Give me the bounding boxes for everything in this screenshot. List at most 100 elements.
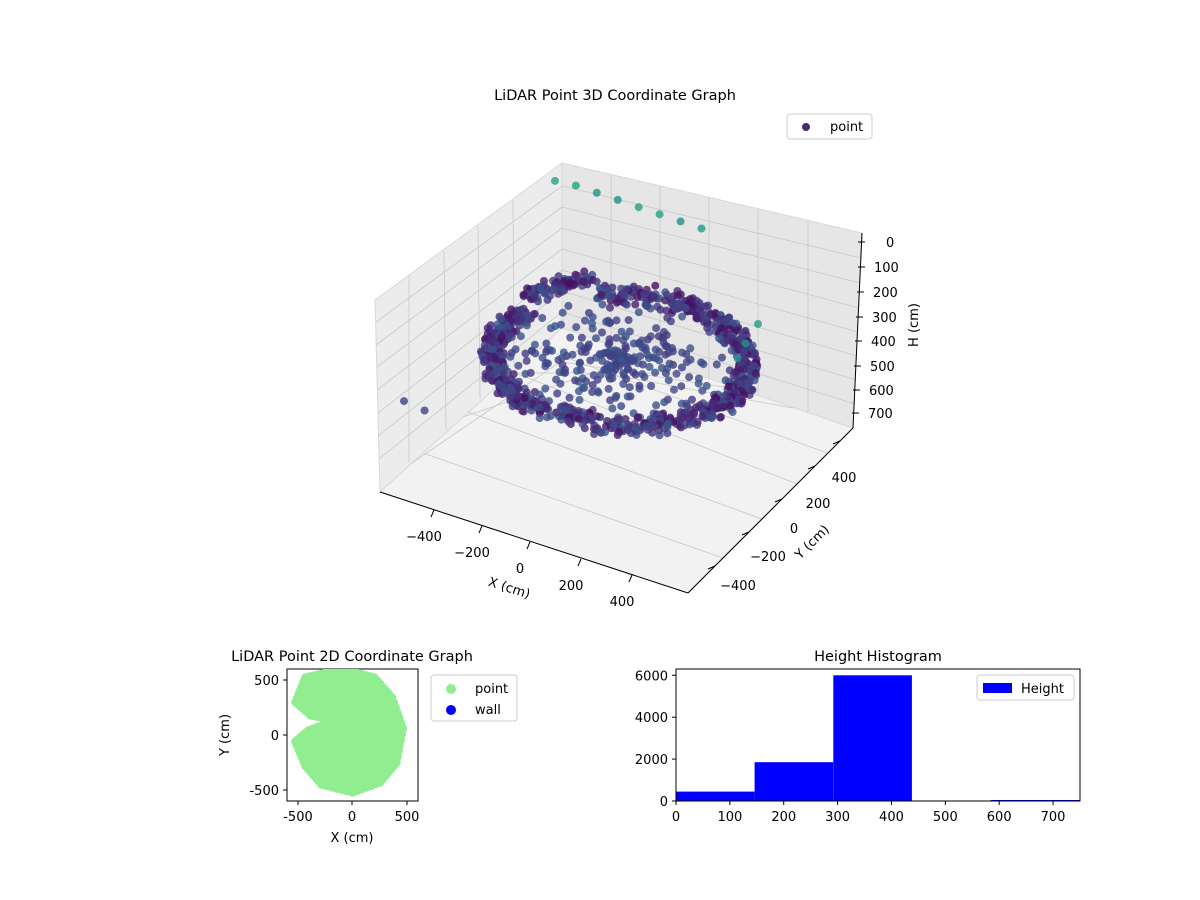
point-marker (683, 402, 692, 411)
z-axis-label: H (cm) (907, 303, 922, 347)
chart-2d-y-tick-label: 500 (254, 674, 279, 689)
point-marker (606, 303, 614, 312)
legend-label-point: point (830, 120, 863, 135)
z-axis-ticks (852, 241, 865, 414)
point-marker (633, 293, 642, 302)
point-marker (561, 368, 570, 377)
point-marker (613, 195, 622, 204)
point-marker (581, 348, 590, 356)
point-marker (535, 283, 544, 292)
point-marker (694, 379, 703, 388)
x-tick-label: 400 (610, 595, 635, 610)
chart-2d-x-tick-label: -500 (283, 810, 313, 825)
point-marker (648, 428, 657, 437)
legend-label-point: point (475, 682, 508, 697)
point-marker (660, 398, 669, 407)
legend-label-wall: wall (475, 703, 501, 718)
point-marker (549, 285, 558, 294)
point-marker (685, 373, 694, 382)
point-marker (506, 352, 515, 361)
point-marker (535, 414, 544, 423)
point-marker (750, 349, 759, 357)
point-marker (593, 387, 602, 396)
point-marker (692, 314, 701, 323)
point-marker (635, 384, 644, 393)
point-marker (486, 339, 495, 348)
point-marker (606, 396, 615, 405)
point-marker (652, 401, 661, 410)
point-marker (754, 320, 762, 328)
point-marker (622, 300, 631, 309)
point-marker (541, 384, 550, 393)
point-marker (716, 413, 725, 421)
histogram-y-tick-label: 4000 (635, 711, 668, 726)
point-marker (706, 410, 715, 419)
point-marker (651, 281, 660, 290)
point-marker (643, 350, 652, 359)
histogram-y-tick-label: 6000 (635, 669, 668, 684)
y-axis-ticks (707, 440, 841, 570)
point-marker (538, 314, 547, 322)
histogram-bar (833, 675, 912, 801)
point-marker (733, 326, 741, 335)
point-marker (531, 349, 540, 358)
point-marker (677, 414, 686, 423)
point-marker (602, 365, 610, 374)
histogram-y-tick-label: 0 (660, 795, 668, 810)
x-axis-ticks (430, 509, 633, 583)
point-marker (557, 320, 565, 329)
point-marker (483, 324, 492, 333)
point-marker (717, 324, 726, 333)
point-marker (508, 402, 517, 411)
y-tick-label: 0 (790, 522, 798, 537)
point-marker (593, 412, 601, 421)
point-marker (503, 311, 512, 319)
point-marker (661, 350, 670, 359)
point-marker (678, 312, 687, 321)
point-marker (551, 176, 559, 185)
histogram-chart: Height Histogram 0 100 200 300 400 500 600 700 … (635, 649, 1081, 825)
legend-marker-point (446, 684, 456, 694)
point-marker (663, 423, 672, 432)
point-marker (664, 376, 673, 385)
point-marker (572, 323, 581, 332)
point-marker (597, 290, 606, 299)
point-marker (651, 368, 660, 377)
point-marker (678, 348, 687, 357)
legend-label-height: Height (1021, 682, 1064, 697)
point-marker (610, 420, 619, 429)
point-marker (655, 210, 664, 219)
chart-2d-x-axis-label: X (cm) (331, 831, 374, 846)
point-marker (516, 332, 525, 341)
point-marker (604, 371, 613, 380)
legend-marker-point (802, 123, 810, 131)
point-marker (663, 313, 672, 322)
chart-3d-title: LiDAR Point 3D Coordinate Graph (494, 88, 736, 104)
point-marker (661, 369, 670, 378)
chart-2d-x-tick-label: 0 (348, 810, 356, 825)
point-marker (611, 359, 620, 368)
point-marker (619, 336, 628, 345)
point-marker (629, 356, 638, 365)
point-marker (640, 372, 649, 381)
histogram-x-tick-label: 300 (825, 810, 850, 825)
histogram-x-ticks: 0 100 200 300 400 500 600 700 (672, 801, 1065, 825)
point-marker (535, 403, 544, 412)
legend-marker-wall (446, 705, 456, 715)
point-marker (698, 386, 707, 395)
point-marker (642, 301, 651, 310)
point-marker (588, 324, 597, 333)
z-tick-label: 200 (873, 286, 898, 301)
point-marker (725, 401, 734, 410)
legend-box (976, 674, 1075, 701)
point-marker (647, 382, 656, 390)
point-marker (592, 334, 600, 343)
point-marker (543, 413, 552, 422)
point-marker (571, 376, 580, 385)
point-marker (613, 431, 622, 439)
point-marker (751, 369, 760, 378)
z-tick-label: 100 (874, 261, 899, 276)
point-marker (519, 290, 528, 299)
point-marker (606, 293, 615, 302)
point-marker (631, 300, 640, 309)
